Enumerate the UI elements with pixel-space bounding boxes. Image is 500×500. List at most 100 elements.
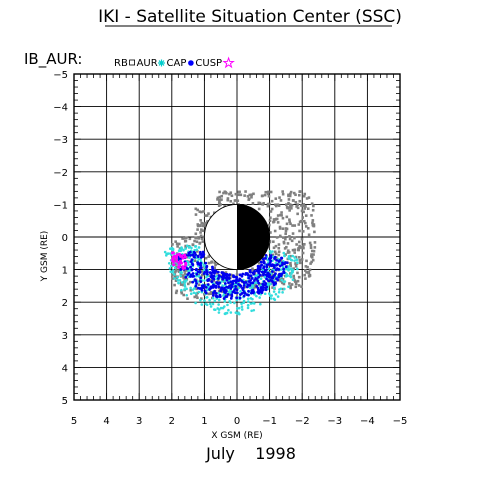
cusp-point <box>257 271 261 275</box>
cap-point <box>276 295 280 298</box>
rb-point <box>308 241 312 245</box>
cap-point <box>185 279 188 282</box>
magenta-point <box>177 252 181 256</box>
cusp-point <box>229 296 233 300</box>
cap-point <box>194 292 198 295</box>
y-tick-label: 4 <box>62 363 68 374</box>
rb-point <box>222 191 225 195</box>
cusp-point <box>251 271 255 275</box>
rb-point <box>285 215 289 219</box>
cusp-point <box>214 284 218 288</box>
rb-point <box>234 199 238 202</box>
cusp-point <box>246 283 250 286</box>
cap-point <box>173 277 176 280</box>
cap-point <box>180 246 183 249</box>
rb-point <box>184 244 187 248</box>
rb-point <box>199 224 202 227</box>
cap-point <box>211 296 215 300</box>
rb-point <box>296 279 300 283</box>
rb-point <box>296 271 299 275</box>
rb-point <box>224 271 228 274</box>
rb-point <box>298 229 301 233</box>
rb-point <box>285 222 289 226</box>
rb-point <box>311 258 315 262</box>
rb-point <box>289 254 292 258</box>
rb-point <box>305 259 308 263</box>
cusp-point <box>216 277 220 280</box>
rb-point <box>313 246 317 249</box>
cusp-point <box>203 289 207 293</box>
rb-point <box>292 199 295 202</box>
cusp-point <box>179 268 183 271</box>
rb-point <box>293 224 297 227</box>
cap-point <box>225 311 229 315</box>
rb-point <box>288 203 292 206</box>
cusp-point <box>218 295 222 299</box>
rb-point <box>258 201 262 205</box>
cap-point <box>221 306 225 310</box>
rb-point <box>310 202 314 205</box>
rb-point <box>217 204 221 208</box>
cap-point <box>273 298 277 302</box>
cap-point <box>179 249 183 253</box>
rb-point <box>261 194 264 198</box>
cap-point <box>184 247 187 250</box>
rb-point <box>188 237 192 241</box>
cusp-point <box>253 279 256 282</box>
cusp-point <box>269 254 273 257</box>
cap-point <box>183 285 187 288</box>
cusp-point <box>238 296 242 300</box>
cusp-point <box>191 280 195 284</box>
rb-point <box>243 194 246 197</box>
cusp-point <box>278 264 282 268</box>
cusp-point <box>216 295 219 299</box>
rb-point <box>207 255 210 258</box>
rb-point <box>199 219 202 222</box>
rb-point <box>298 258 302 262</box>
rb-point <box>306 207 310 211</box>
cusp-point <box>220 287 224 291</box>
rb-point <box>312 249 316 253</box>
rb-point <box>289 190 293 194</box>
cap-point <box>283 287 286 291</box>
cap-point <box>250 309 253 313</box>
rb-point <box>296 248 300 252</box>
y-tick-label: −5 <box>53 70 68 81</box>
cusp-point <box>264 283 267 287</box>
cusp-point <box>271 270 274 273</box>
cusp-point <box>210 268 214 272</box>
cusp-point <box>264 268 267 272</box>
cusp-point <box>282 267 286 271</box>
y-tick-label: −4 <box>53 103 68 114</box>
rb-point <box>310 260 313 264</box>
cusp-point <box>257 275 260 279</box>
cap-point <box>277 290 281 294</box>
cap-point <box>168 267 172 270</box>
rb-point <box>294 282 298 286</box>
cusp-point <box>217 274 221 277</box>
legend-label: AUR <box>137 58 158 69</box>
rb-point <box>280 276 283 280</box>
cusp-point <box>191 253 195 257</box>
cap-point <box>252 308 256 312</box>
magenta-point <box>177 261 181 265</box>
magenta-point <box>171 255 175 259</box>
rb-point <box>235 273 239 276</box>
rb-point <box>270 199 274 203</box>
cusp-point <box>264 273 268 277</box>
rb-point <box>287 198 291 201</box>
cap-point <box>217 311 221 314</box>
cap-point <box>267 267 271 271</box>
cap-point <box>179 274 182 277</box>
cusp-point <box>212 277 216 281</box>
rb-point <box>209 291 213 294</box>
rb-point <box>193 295 197 299</box>
cusp-point <box>211 293 215 297</box>
rb-point <box>307 233 311 237</box>
rb-point <box>171 274 174 277</box>
cusp-point <box>235 296 239 300</box>
rb-point <box>268 223 271 227</box>
cap-point <box>208 298 211 302</box>
rb-point <box>304 205 307 208</box>
rb-point <box>210 260 214 264</box>
